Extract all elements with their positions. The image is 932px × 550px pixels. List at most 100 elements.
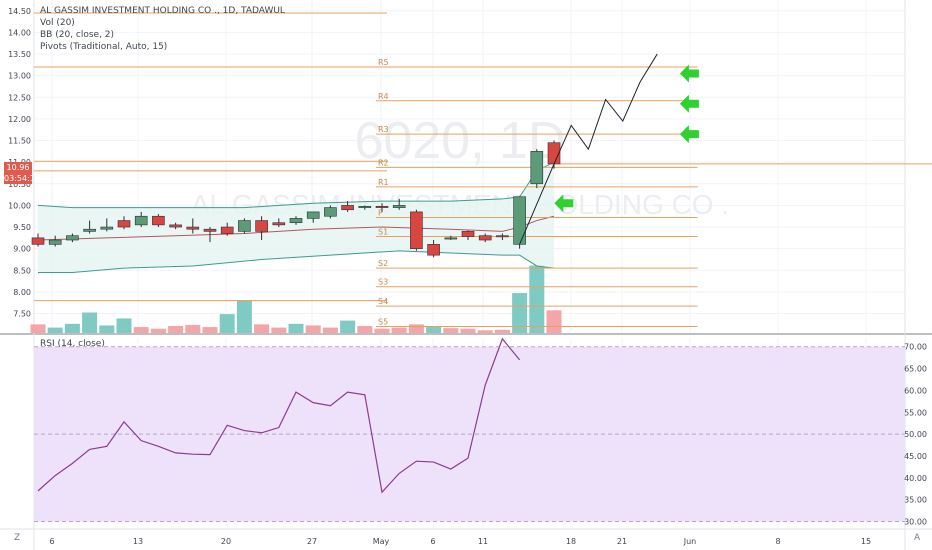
volume-bar: [443, 328, 459, 333]
rsi-axis-tick: 55.00: [904, 408, 927, 417]
volume-bar: [305, 325, 321, 333]
candle-body: [186, 226, 200, 230]
candle: [341, 201, 354, 212]
volume-bar: [64, 323, 80, 333]
candle-body: [31, 237, 45, 245]
volume-bar: [460, 328, 476, 333]
pivot-label-r5: R5: [378, 58, 389, 67]
candle-body: [392, 205, 406, 208]
price-axis-tick: 13.50: [8, 50, 31, 59]
candle-body: [66, 235, 79, 241]
axes: 7.508.008.509.009.5010.0010.5011.0011.50…: [8, 7, 927, 546]
candle-body: [272, 222, 286, 226]
candle: [100, 218, 114, 232]
rsi-line: [37, 337, 521, 494]
time-axis-tick: 18: [566, 537, 576, 546]
price-axis-tick: 11.50: [8, 137, 31, 146]
price-axis-tick: 10.00: [8, 201, 31, 210]
rsi-band: [34, 346, 905, 522]
rsi-axis-tick: 30.00: [904, 517, 927, 526]
candle: [496, 233, 509, 241]
candle: [117, 216, 131, 230]
watermark-symbol: 6020, 1D: [354, 112, 565, 170]
volume-bar: [357, 325, 373, 333]
rsi-polyline: [37, 337, 521, 494]
countdown-tag: 03:54:10: [4, 173, 40, 184]
candle-body: [306, 211, 320, 219]
candle: [478, 233, 492, 243]
volume-bar: [546, 310, 562, 333]
candle: [461, 230, 475, 241]
volume-bar: [99, 325, 115, 333]
pivot-label-p: P: [378, 209, 383, 218]
volume-bar: [116, 318, 132, 333]
time-axis-tick: 8: [775, 537, 780, 546]
candle: [289, 216, 303, 225]
legend-pivots[interactable]: Pivots (Traditional, Auto, 15): [40, 42, 168, 52]
time-axis-tick: 21: [617, 537, 627, 546]
volume-bar: [271, 327, 287, 333]
price-axis-tick: 8.50: [13, 266, 31, 275]
candle-body: [134, 215, 148, 226]
price-axis-tick: 14.00: [8, 28, 31, 37]
price-axis-tick: 14.50: [8, 7, 31, 16]
rsi-label[interactable]: RSI (14, close): [40, 339, 105, 349]
candlesticks: [31, 140, 561, 258]
candle-body: [203, 228, 217, 232]
candle-body: [444, 237, 458, 240]
candle-body: [478, 235, 492, 241]
legend-vol[interactable]: Vol (20): [40, 18, 75, 28]
volume-bar: [374, 328, 390, 333]
price-axis-tick: 13.00: [8, 72, 31, 81]
time-axis-tick: 27: [307, 537, 317, 546]
price-axis-tick: 9.00: [13, 245, 31, 254]
pivot-label-r1: R1: [378, 178, 389, 187]
price-axis-tick: 7.50: [13, 310, 31, 319]
volume-bar: [202, 327, 218, 333]
candle-body: [117, 220, 131, 228]
pivot-label-s2: S2: [378, 259, 388, 268]
candle-body: [220, 226, 234, 234]
candle-body: [410, 211, 423, 249]
rsi-axis-tick: 45.00: [904, 452, 927, 461]
candle: [375, 203, 389, 212]
timezone-button[interactable]: Z: [14, 533, 21, 543]
time-axis-tick: 20: [221, 537, 231, 546]
candle: [427, 240, 440, 258]
candle: [66, 233, 79, 243]
rsi-axis-tick: 40.00: [904, 474, 927, 483]
projection-path: [519, 53, 658, 245]
candle-body: [375, 205, 389, 208]
auto-scale-button[interactable]: A: [914, 533, 921, 543]
candle-body: [100, 226, 114, 230]
time-axis-tick: 6: [430, 537, 435, 546]
candle: [444, 235, 458, 241]
candle: [238, 218, 251, 234]
time-axis-tick: 11: [478, 537, 488, 546]
candle: [255, 216, 268, 241]
candle-body: [530, 151, 544, 185]
candle: [410, 209, 423, 251]
time-axis-tick: 13: [133, 537, 143, 546]
last-price-tag: 10.96: [4, 162, 32, 173]
volume-bars: [30, 265, 562, 333]
legend-title[interactable]: AL GASSIM INVESTMENT HOLDING CO ., 1D, T…: [40, 6, 285, 16]
volume-bar: [322, 327, 338, 333]
pivot-label-r2: R2: [378, 158, 389, 167]
candle-body: [324, 207, 337, 217]
candle: [134, 211, 148, 228]
candle-body: [238, 220, 251, 232]
candle-body: [461, 231, 475, 237]
rsi-axis-tick: 70.00: [904, 343, 927, 352]
candle: [358, 205, 372, 210]
candle-body: [427, 244, 440, 256]
price-axis-tick: 10.50: [8, 180, 31, 189]
time-axis-tick: Jun: [683, 537, 697, 546]
candle-body: [496, 235, 509, 238]
candle-body: [358, 205, 372, 208]
volume-bar: [288, 323, 304, 333]
legend-bb[interactable]: BB (20, close, 2): [40, 30, 115, 40]
volume-bar: [236, 300, 252, 333]
candle: [83, 220, 96, 234]
candle: [306, 211, 320, 223]
